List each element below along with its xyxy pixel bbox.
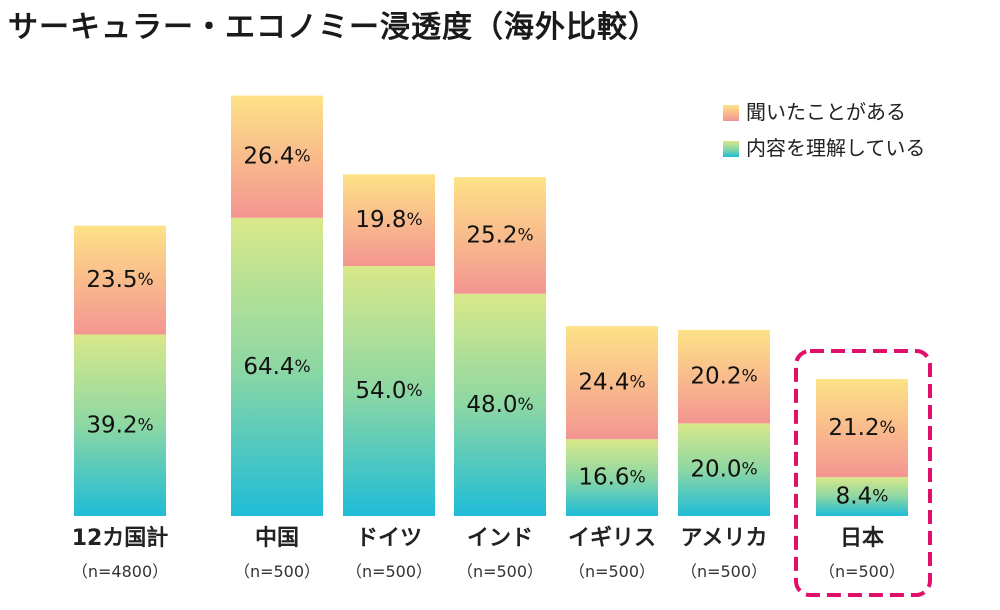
value-label-heard-6: 21.2% [828,415,895,441]
sample-size-3: （n=500） [457,562,543,581]
category-label-4: イギリス [568,526,656,551]
bar-understand-4 [566,439,658,516]
value-label-heard-3: 25.2% [466,222,533,248]
legend-swatch-heard [723,105,739,121]
bar-heard-3 [454,177,546,294]
bar-understand-6 [816,477,908,516]
value-label-heard-0: 23.5% [86,267,153,293]
value-label-understand-2: 54.0% [355,377,422,403]
bar-understand-0 [74,334,166,516]
legend-label-understand: 内容を理解している [746,136,925,160]
legend-label-heard: 聞いたことがある [746,100,906,124]
value-label-heard-5: 20.2% [690,363,757,389]
value-label-heard-2: 19.8% [355,207,422,233]
sample-size-4: （n=500） [569,562,655,581]
category-label-5: アメリカ [681,526,768,551]
value-label-heard-1: 26.4% [243,143,310,169]
bar-heard-0 [74,225,166,335]
bar-heard-4 [566,326,658,440]
value-label-understand-1: 64.4% [243,353,310,379]
bar-understand-1 [231,217,323,516]
sample-size-1: （n=500） [234,562,320,581]
bar-understand-5 [678,423,770,516]
category-label-0: 12カ国計 [72,525,169,551]
bar-understand-2 [343,265,435,516]
legend-swatch-understand [723,141,739,157]
category-label-1: 中国 [255,526,299,551]
sample-size-5: （n=500） [681,562,767,581]
bar-understand-3 [454,293,546,516]
bar-heard-5 [678,329,770,424]
bars-layer [74,95,908,516]
value-label-understand-4: 16.6% [578,464,645,490]
value-label-understand-5: 20.0% [690,456,757,482]
sample-size-2: （n=500） [346,562,432,581]
category-label-6: 日本 [840,526,884,551]
labels-layer: 39.2% 23.5% 12カ国計 （n=4800） 64.4% 26.4% 中国 （n=50… [72,143,932,597]
sample-size-6: （n=500） [819,562,905,581]
bar-heard-6 [816,378,908,478]
bar-heard-1 [231,95,323,218]
sample-size-0: （n=4800） [72,562,168,581]
value-label-understand-3: 48.0% [466,391,533,417]
value-label-understand-6: 8.4% [836,483,889,509]
category-label-2: ドイツ [356,526,422,551]
category-label-3: インド [467,526,533,551]
bar-heard-2 [343,174,435,266]
highlight-box [794,349,932,597]
value-label-understand-0: 39.2% [86,412,153,438]
value-label-heard-4: 24.4% [578,369,645,395]
chart-title: サーキュラー・エコノミー浸透度（海外比較） [8,10,659,45]
